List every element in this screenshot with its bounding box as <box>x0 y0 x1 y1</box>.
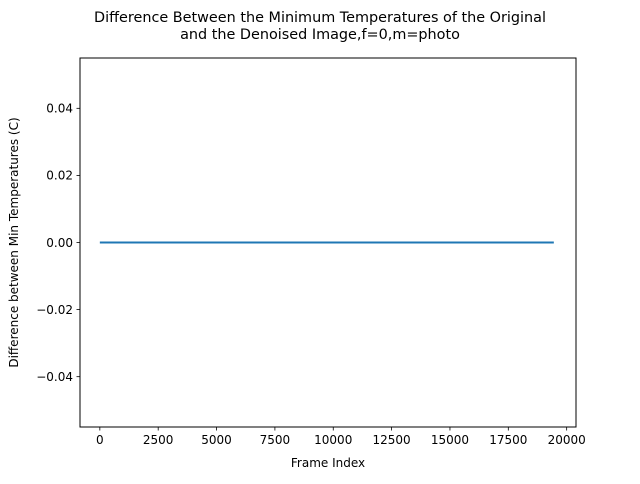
x-tick-label-0: 0 <box>96 433 104 447</box>
x-tick-label-3: 7500 <box>260 433 291 447</box>
y-tick-label-4: 0.04 <box>46 102 73 116</box>
y-axis-label: Difference between Min Temperatures (C) <box>7 117 21 367</box>
x-tick-label-7: 17500 <box>489 433 527 447</box>
x-tick-label-8: 20000 <box>548 433 586 447</box>
chart-title-line-1: Difference Between the Minimum Temperatu… <box>94 10 546 26</box>
x-tick-label-2: 5000 <box>201 433 232 447</box>
x-tick-label-1: 2500 <box>143 433 174 447</box>
x-tick-label-4: 10000 <box>314 433 352 447</box>
x-tick-label-5: 12500 <box>373 433 411 447</box>
y-tick-label-3: 0.02 <box>46 169 73 183</box>
x-axis-label: Frame Index <box>291 456 365 470</box>
y-tick-label-0: −0.04 <box>36 370 73 384</box>
y-tick-label-1: −0.02 <box>36 303 73 317</box>
y-tick-label-2: 0.00 <box>46 236 73 250</box>
x-tick-label-6: 15000 <box>431 433 469 447</box>
chart-title-line-2: and the Denoised Image,f=0,m=photo <box>180 27 460 43</box>
